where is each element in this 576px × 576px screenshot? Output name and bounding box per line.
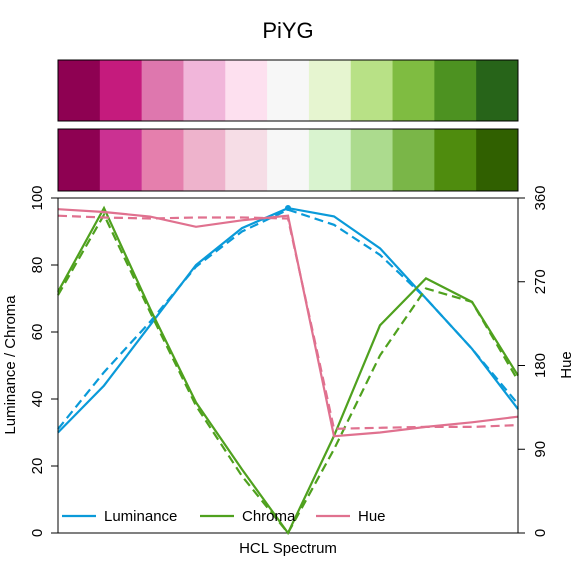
left-tick-label: 20 [29, 458, 46, 475]
left-tick-label: 60 [29, 324, 46, 341]
swatch-approximation-4 [183, 129, 226, 191]
swatch-palette-frame [57, 59, 519, 122]
legend: Luminance Chroma Hue [62, 508, 386, 525]
swatch-palette-8 [350, 60, 394, 121]
swatch-approximation-11 [476, 129, 519, 191]
y-axis-label-right: Hue [558, 351, 575, 379]
swatch-approximation-3 [141, 129, 184, 191]
left-tick-label: 80 [29, 257, 46, 274]
right-tick-label: 360 [532, 185, 549, 210]
right-tick-label: 0 [532, 529, 549, 537]
left-axis: 0 20 40 60 80 100 [29, 185, 59, 537]
left-tick-label: 100 [29, 185, 46, 210]
swatch-palette-9 [392, 60, 435, 121]
swatch-approximation-1 [58, 129, 101, 191]
swatch-approximation-6 [267, 129, 310, 191]
swatch-palette-5 [225, 60, 268, 121]
plot-frame [57, 197, 519, 534]
swatch-approximation-9 [392, 129, 435, 191]
chart-title: PiYG [262, 18, 313, 43]
swatch-approximation-10 [434, 129, 477, 191]
right-axis: 0 90 180 270 360 [517, 185, 549, 537]
luminance-line [57, 206, 519, 434]
right-tick-label: 90 [532, 441, 549, 458]
swatch-approximation-2 [99, 129, 143, 191]
chroma-line [57, 205, 519, 536]
swatch-approximation-5 [225, 129, 268, 191]
right-tick-label: 180 [532, 353, 549, 378]
swatch-palette-1 [58, 60, 101, 121]
swatch-palette-7 [308, 60, 352, 121]
chroma-fitted-line [57, 212, 519, 535]
luminance-peak-marker [285, 205, 291, 212]
swatch-palette-4 [183, 60, 226, 121]
legend-label-chroma: Chroma [242, 508, 296, 525]
swatch-palette-2 [99, 60, 143, 121]
y-axis-label-left: Luminance / Chroma [2, 295, 19, 435]
swatch-palette-10 [434, 60, 477, 121]
swatch-approximation-8 [350, 129, 394, 191]
swatch-approximation-7 [308, 129, 352, 191]
luminance-fitted-line [57, 208, 519, 430]
legend-label-hue: Hue [358, 508, 386, 525]
left-tick-label: 40 [29, 391, 46, 408]
swatch-palette-3 [141, 60, 184, 121]
x-axis-label: HCL Spectrum [239, 540, 337, 557]
swatch-approximation-frame [57, 128, 519, 192]
swatch-palette-6 [267, 60, 310, 121]
legend-label-luminance: Luminance [104, 508, 177, 525]
left-tick-label: 0 [29, 529, 46, 537]
swatch-rows [57, 59, 519, 192]
series-lines [57, 205, 519, 536]
right-tick-label: 270 [532, 269, 549, 294]
swatch-palette-11 [476, 60, 519, 121]
